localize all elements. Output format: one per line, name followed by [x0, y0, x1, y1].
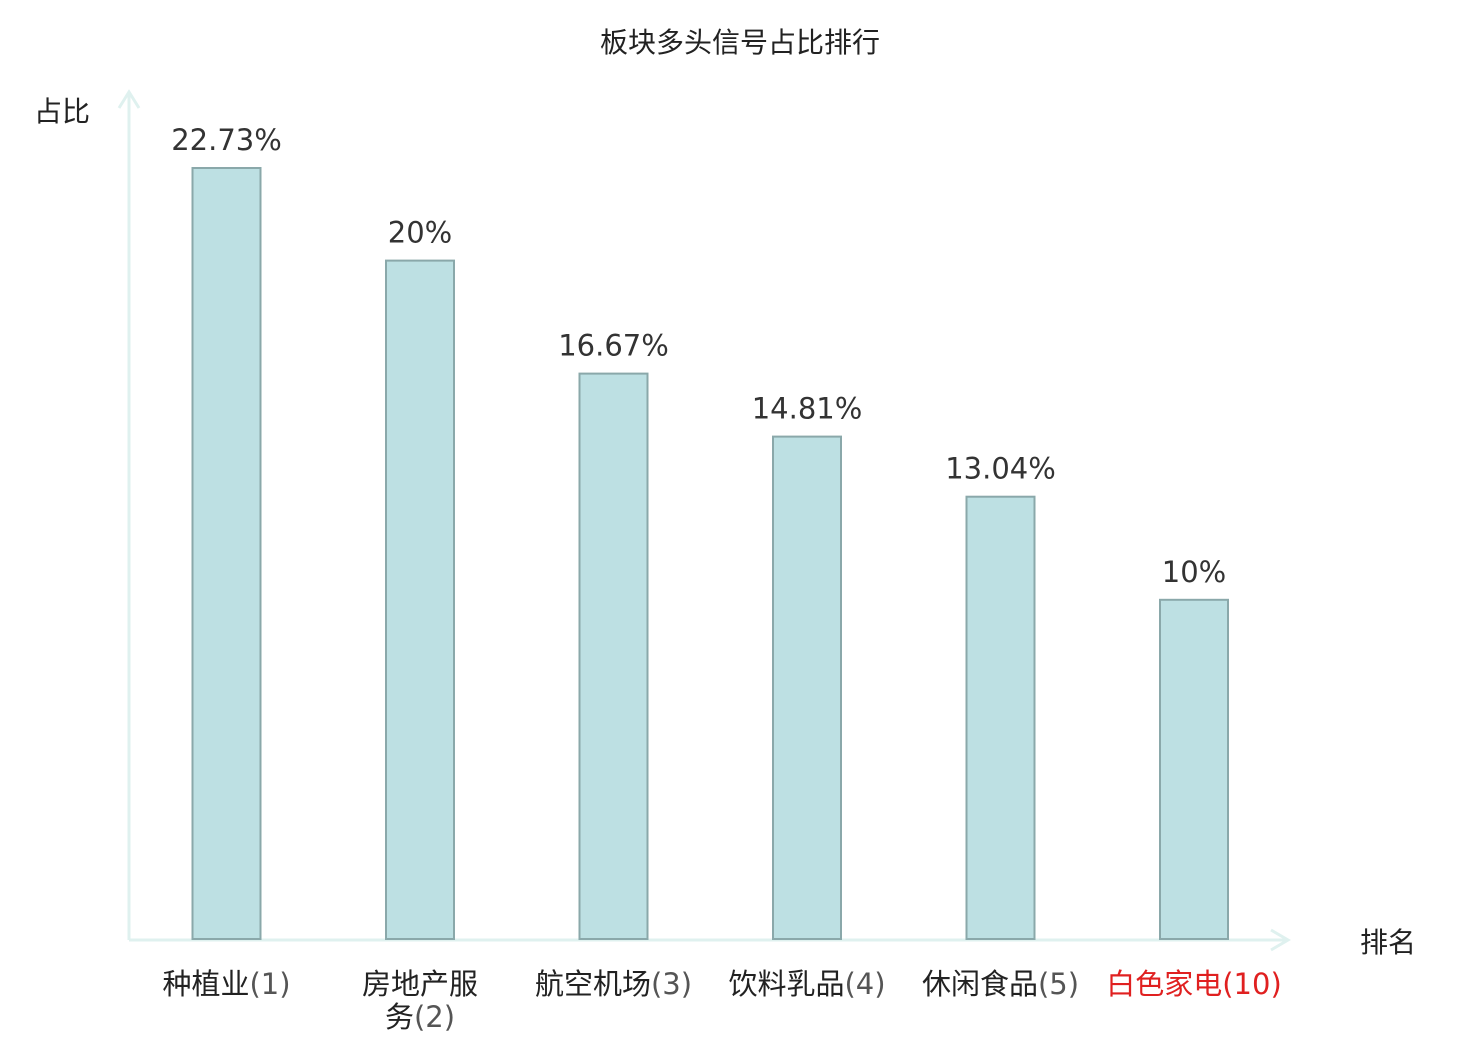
bars: [191, 167, 1229, 941]
x-tick-name: 种植业: [162, 967, 249, 1001]
bar-value-label: 10%: [1162, 555, 1226, 589]
bar: [191, 167, 262, 940]
x-tick-rank: (10): [1222, 967, 1282, 1001]
bar-value-label: 16.67%: [558, 329, 669, 363]
bar: [385, 259, 455, 941]
x-tick-rank: (2): [414, 1000, 455, 1034]
x-tick-name: 饮料乳品: [728, 967, 844, 1001]
x-tick-rank: (4): [844, 967, 885, 1001]
x-tick-label: 休闲食品(5): [922, 967, 1079, 1001]
bar: [578, 372, 649, 941]
bar-value-label: 20%: [388, 216, 452, 250]
y-axis-arrow: [117, 89, 141, 109]
x-tick-label: 饮料乳品(4): [728, 967, 885, 1001]
x-tick-label: 房地产服务(2): [362, 967, 478, 1034]
y-axis-label: 占比: [34, 95, 90, 128]
x-tick-name: 房地产服: [362, 967, 478, 1001]
bar: [1159, 598, 1229, 940]
x-tick-rank: (1): [249, 967, 290, 1001]
x-tick-rank: (3): [651, 967, 692, 1001]
x-tick-name: 务: [385, 1000, 414, 1034]
x-tick-label: 种植业(1): [162, 967, 290, 1001]
x-axis-arrow: [1270, 928, 1291, 952]
x-tick-label: 航空机场(3): [535, 967, 692, 1001]
category-labels: 种植业(1) 房地产服务(2)航空机场(3) 饮料乳品(4) 休闲食品(5) 白色家电(…: [162, 967, 1281, 1034]
bar-value-label: 14.81%: [752, 392, 863, 426]
bar-value-label: 13.04%: [945, 452, 1056, 486]
x-tick-rank: (5): [1038, 967, 1079, 1001]
value-labels: 22.73% 20% 16.67% 14.81% 13.04% 10%: [171, 123, 1226, 589]
x-tick-label: 白色家电(10): [1106, 967, 1282, 1001]
x-tick-name: 航空机场: [535, 967, 651, 1001]
bar: [965, 495, 1036, 940]
x-tick-name: 休闲食品: [922, 967, 1038, 1001]
bar-value-label: 22.73%: [171, 123, 282, 157]
bar: [772, 435, 842, 940]
x-axis-label: 排名: [1360, 926, 1416, 959]
x-tick-name: 白色家电: [1106, 967, 1222, 1001]
axes: [117, 89, 1291, 952]
chart-title: 板块多头信号占比排行: [600, 26, 880, 59]
